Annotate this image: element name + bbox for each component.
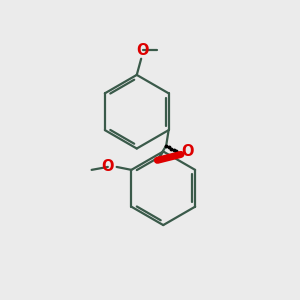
Text: O: O <box>181 144 194 159</box>
Text: O: O <box>102 159 114 174</box>
Text: O: O <box>136 43 149 58</box>
